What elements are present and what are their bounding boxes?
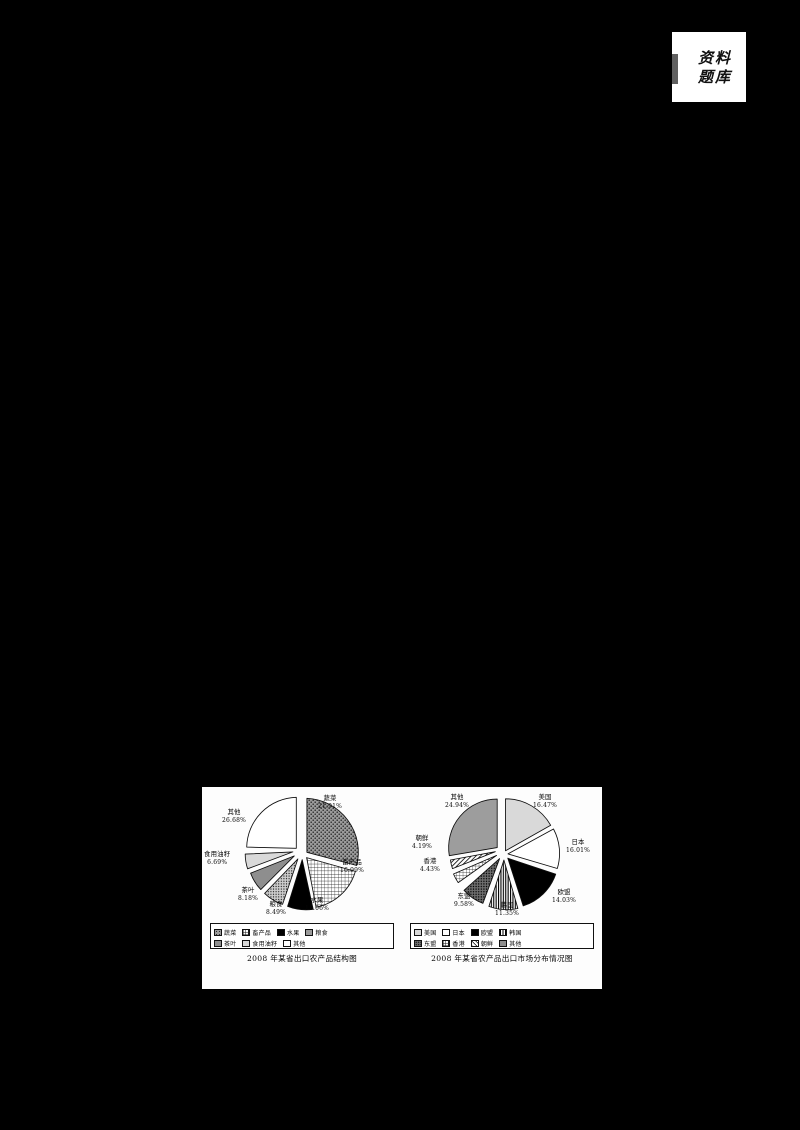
watermark-line-2: 题库	[697, 68, 732, 86]
legend-item-japan[interactable]: 日本	[442, 928, 465, 937]
legend-label-oilseed: 食用油籽	[252, 940, 278, 948]
legend-label-tea: 茶叶	[224, 940, 237, 948]
pie-label-fruit: 水果 11.06%	[305, 896, 330, 912]
legend-swatch-icon-other	[283, 939, 292, 947]
pie-label-northkorea: 朝鲜 4.19%	[412, 834, 433, 850]
pie-label-korea: 韩国 11.35%	[495, 901, 520, 917]
legend-label-vegetables: 蔬菜	[224, 929, 237, 937]
pie-label-eu: 欧盟 14.03%	[552, 888, 577, 904]
pie-slice-hongkong	[453, 854, 498, 884]
legend-label-grain: 粮食	[315, 929, 328, 937]
pie-label-livestock: 畜产品 16.99%	[340, 858, 365, 874]
pie-slice-northkorea	[449, 851, 496, 870]
pie-svg-export-market	[448, 798, 560, 911]
figure-panel: 蔬菜 21.91% 畜产品 16.99% 水果 11.06% 粮食 8.49% …	[202, 787, 602, 989]
legend-item-other-market[interactable]: 其他	[499, 939, 521, 948]
pie-slice-grain	[264, 858, 299, 905]
caption-export-structure: 2008 年某省出口农产品结构图	[246, 954, 358, 963]
legend-label-livestock: 畜产品	[252, 929, 272, 937]
legend-swatch-icon-japan	[442, 928, 451, 936]
legend-swatch-icon-other-market	[499, 939, 508, 947]
legend-label-northkorea: 朝鲜	[480, 940, 494, 948]
legend-swatch-icon-vegetables	[214, 928, 222, 936]
pie-label-grain: 粮食 8.49%	[266, 900, 287, 916]
legend-swatch-icon-fruit	[277, 928, 286, 936]
legend-swatch-icon-grain	[305, 928, 314, 936]
charts-row: 蔬菜 21.91% 畜产品 16.99% 水果 11.06% 粮食 8.49% …	[202, 787, 602, 989]
legend-swatch-icon-asean	[414, 939, 422, 947]
chart-export-structure: 蔬菜 21.91% 畜产品 16.99% 水果 11.06% 粮食 8.49% …	[202, 787, 402, 989]
legend-swatch-icon-oilseed	[242, 939, 251, 947]
pie-slice-other-market	[448, 798, 498, 857]
pie-svg-export-structure	[244, 796, 359, 911]
legend-item-northkorea[interactable]: 朝鲜	[470, 939, 494, 948]
pie-slice-korea	[488, 859, 519, 911]
watermark-box: 资料 题库	[672, 32, 746, 102]
legend-label-eu: 欧盟	[480, 929, 494, 937]
pie-slice-usa	[505, 798, 552, 852]
pie-label-oilseed: 食用油籽 6.69%	[204, 850, 231, 866]
legend-label-other-market: 其他	[509, 940, 522, 948]
legend-swatch-icon-usa	[414, 928, 422, 936]
pie-slice-vegetables	[306, 797, 359, 866]
chart-export-market: 美国 16.47% 日本 16.01% 欧盟 14.03% 韩国 11.35% …	[402, 787, 602, 989]
pie-label-other: 其他 26.68%	[222, 808, 247, 824]
pie-label-usa: 美国 16.47%	[533, 793, 558, 809]
legend-item-fruit[interactable]: 水果	[277, 928, 299, 937]
legend-item-oilseed[interactable]: 食用油籽	[242, 939, 277, 948]
legend-item-grain[interactable]: 粮食	[305, 928, 328, 937]
pie-slice-oilseed	[244, 851, 294, 870]
legend-item-livestock[interactable]: 畜产品	[242, 928, 271, 937]
legend-swatch-icon-livestock	[242, 928, 251, 936]
pie-slice-eu	[507, 857, 557, 907]
pie-label-hongkong: 香港 4.43%	[420, 857, 441, 873]
legend-row-1: 美国 日本 欧盟 韩国	[414, 927, 590, 937]
pie-slice-livestock	[306, 857, 356, 908]
watermark-line-1: 资料	[697, 48, 732, 67]
legend-swatch-icon-hongkong	[442, 939, 451, 947]
pie-slice-japan	[507, 828, 560, 869]
legend-item-vegetables[interactable]: 蔬菜	[214, 928, 236, 937]
pie-label-other-market: 其他 24.94%	[445, 793, 470, 809]
legend-swatch-icon-korea	[499, 928, 508, 936]
watermark-label: 资料 题库	[688, 40, 742, 96]
pie-slice-other	[246, 796, 297, 849]
legend-export-market: 美国 日本 欧盟 韩国	[410, 923, 594, 949]
legend-label-usa: 美国	[424, 929, 437, 937]
pie-chart-export-structure: 蔬菜 21.91% 畜产品 16.99% 水果 11.06% 粮食 8.49% …	[202, 789, 402, 919]
pie-slice-tea	[250, 855, 295, 891]
legend-label-fruit: 水果	[287, 929, 300, 937]
watermark-edge-artifact	[672, 54, 678, 84]
legend-row-1: 蔬菜 畜产品 水果 粮食	[214, 927, 390, 937]
legend-label-japan: 日本	[452, 929, 465, 937]
pie-slice-asean	[463, 858, 501, 904]
legend-swatch-icon-northkorea	[470, 939, 479, 947]
legend-export-structure: 蔬菜 畜产品 水果 粮食	[210, 923, 394, 949]
pie-label-vegetables: 蔬菜 21.91%	[318, 794, 343, 810]
legend-item-hongkong[interactable]: 香港	[442, 939, 465, 948]
pie-chart-export-market: 美国 16.47% 日本 16.01% 欧盟 14.03% 韩国 11.35% …	[402, 789, 602, 919]
pie-label-asean: 东盟 9.58%	[454, 892, 475, 908]
legend-item-korea[interactable]: 韩国	[499, 928, 521, 937]
legend-item-tea[interactable]: 茶叶	[214, 939, 236, 948]
legend-label-other: 其他	[293, 940, 306, 948]
legend-item-other[interactable]: 其他	[283, 939, 305, 948]
caption-export-market: 2008 年某省农产品出口市场分布情况图	[431, 954, 573, 963]
pie-label-japan: 日本 16.01%	[566, 838, 591, 854]
legend-row-2: 东盟 香港 朝鲜 其他	[414, 938, 590, 948]
legend-item-eu[interactable]: 欧盟	[470, 928, 494, 937]
pie-slice-fruit	[287, 859, 314, 911]
legend-row-2: 茶叶 食用油籽 其他	[214, 938, 390, 948]
legend-item-usa[interactable]: 美国	[414, 928, 436, 937]
legend-item-asean[interactable]: 东盟	[414, 939, 436, 948]
pie-label-tea: 茶叶 8.18%	[238, 886, 259, 902]
legend-label-hongkong: 香港	[452, 940, 465, 948]
legend-label-korea: 韩国	[509, 929, 522, 937]
legend-swatch-icon-tea	[214, 939, 222, 947]
legend-swatch-icon-eu	[470, 928, 479, 936]
legend-label-asean: 东盟	[424, 940, 437, 948]
